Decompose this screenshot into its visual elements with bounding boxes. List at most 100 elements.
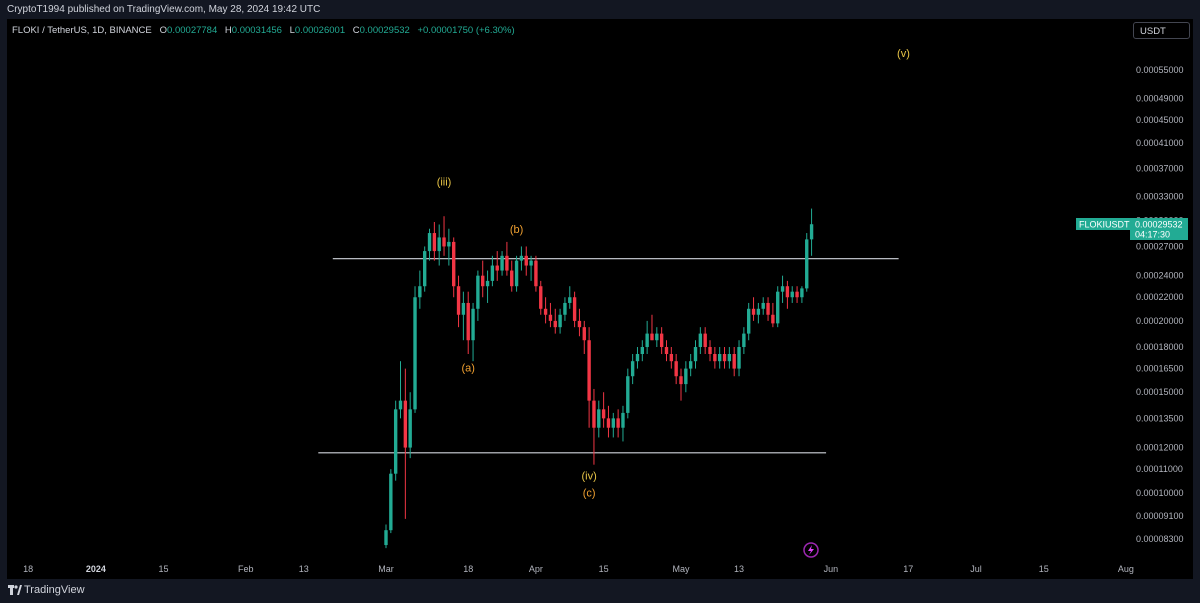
y-tick-label: 0.00018000 (1136, 342, 1184, 352)
candle-body (389, 473, 393, 531)
y-tick-label: 0.00009100 (1136, 511, 1184, 521)
y-tick-label: 0.00055000 (1136, 65, 1184, 75)
candle-body (456, 286, 461, 315)
candle-body (795, 291, 799, 298)
candle-body (408, 409, 412, 448)
candle-body (727, 354, 732, 362)
symbol-legend: FLOKI / TetherUS, 1D, BINANCE O0.0002778… (12, 25, 520, 36)
candle-body (785, 286, 790, 298)
candle-body (437, 237, 441, 252)
candle-body (563, 302, 567, 315)
chart-area[interactable] (7, 19, 1193, 579)
candle-body (558, 314, 562, 328)
x-tick-label: 13 (734, 564, 744, 574)
y-tick-label: 0.00045000 (1136, 115, 1184, 125)
close-value: 0.00029532 (359, 25, 410, 36)
candle-body (688, 361, 693, 369)
candle-body (553, 320, 557, 328)
horizontal-lines (318, 258, 899, 454)
wave-label: (a) (461, 363, 474, 375)
candle-body (510, 270, 514, 287)
tradingview-logo-icon (8, 585, 22, 595)
candle-body (422, 251, 427, 287)
candle-body (664, 347, 669, 355)
candle-body (606, 418, 611, 428)
candle-body (548, 314, 553, 321)
candle-body (756, 308, 761, 315)
wave-label: (iii) (437, 177, 452, 189)
wave-label: (b) (510, 224, 523, 236)
low-value: 0.00026001 (294, 25, 346, 36)
candle-body (761, 302, 765, 309)
candle-body (587, 340, 591, 401)
candle-body (582, 327, 586, 341)
candle-body (626, 376, 630, 413)
candle-body (751, 308, 756, 315)
candle-body (447, 241, 451, 247)
candle-body (621, 412, 625, 428)
candle-body (669, 354, 674, 362)
candle-body (645, 333, 649, 348)
candle-body (539, 286, 543, 309)
y-tick-label: 0.00049000 (1136, 94, 1184, 104)
y-tick-label: 0.00012000 (1136, 443, 1184, 453)
candle-body (742, 333, 746, 348)
candle-body (514, 260, 519, 287)
candle-body (766, 302, 770, 315)
lightning-icon[interactable] (803, 542, 819, 558)
candle-body (427, 233, 432, 252)
candle-body (722, 354, 727, 362)
candle-body (466, 302, 470, 341)
y-tick-label: 0.00022000 (1136, 292, 1184, 302)
open-value: 0.00027784 (167, 25, 218, 36)
x-tick-label: Apr (529, 564, 543, 574)
candles (384, 208, 814, 549)
footer-brand[interactable]: TradingView (24, 584, 85, 596)
candle-body (442, 237, 446, 247)
wave-annotations: (iii) (b) (a) (iv) (c) (v) (437, 48, 910, 500)
candle-body (809, 224, 814, 240)
candle-body (471, 308, 475, 341)
high-label: H (224, 25, 232, 36)
x-tick-label: Jun (824, 564, 839, 574)
price-badge: FLOKIUSDT 0.00029532 04:17:30 (1076, 218, 1188, 240)
candle-body (568, 297, 572, 303)
y-tick-label: 0.00033000 (1136, 192, 1184, 202)
candle-body (403, 400, 408, 448)
footer-bar (0, 579, 1200, 603)
candle-body (717, 354, 722, 362)
price-badge-countdown: 04:17:30 (1135, 230, 1170, 240)
wave-label: (v) (897, 48, 910, 60)
low-label: L (289, 25, 295, 36)
time-axis: 18 2024 15 Feb 13 Mar 18 Apr 15 May 13 Jun 17 Jul 15 Au… (23, 564, 1134, 574)
candle-body (418, 286, 422, 298)
x-tick-label: 15 (1039, 564, 1049, 574)
close-label: C (352, 25, 360, 36)
change-value: +0.00001750 (+6.30%) (417, 25, 515, 36)
x-tick-label: May (672, 564, 690, 574)
candle-body (693, 347, 698, 362)
candle-body (771, 314, 775, 324)
x-tick-label: 15 (159, 564, 169, 574)
candle-body (485, 280, 490, 287)
candle-body (713, 354, 717, 362)
y-tick-label: 0.00011000 (1136, 464, 1183, 474)
x-tick-label: Aug (1118, 564, 1134, 574)
candle-body (495, 265, 499, 271)
candle-body (452, 241, 456, 287)
y-tick-label: 0.00024000 (1136, 271, 1184, 281)
x-tick-label: Feb (238, 564, 254, 574)
candle-body (805, 239, 809, 289)
currency-button[interactable]: USDT (1133, 22, 1190, 39)
candle-body (572, 297, 577, 321)
symbol-name[interactable]: FLOKI / TetherUS, 1D, BINANCE (12, 25, 152, 36)
candle-body (684, 368, 688, 385)
candle-body (413, 297, 417, 410)
x-tick-label: 17 (903, 564, 913, 574)
ticker-badge-bg (1076, 218, 1130, 230)
candle-body (679, 376, 683, 385)
candle-body (655, 333, 659, 341)
candle-body (732, 354, 736, 369)
candle-body (800, 288, 804, 298)
candle-body (650, 333, 654, 341)
